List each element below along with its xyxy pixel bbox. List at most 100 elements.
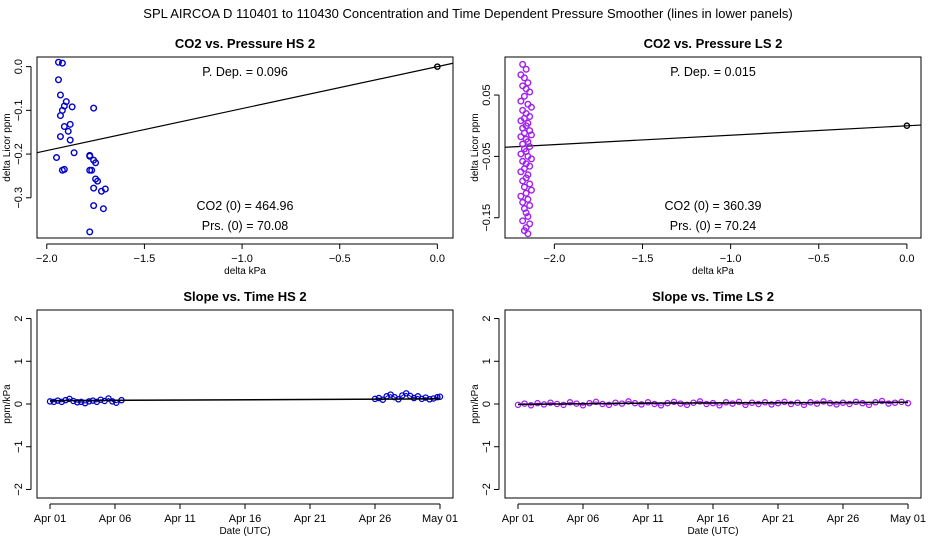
top-left-data-point	[56, 112, 64, 120]
bottom-right-x-tick-label: Apr 21	[762, 513, 794, 525]
top-left-data-point	[68, 103, 76, 111]
bottom-right-data-point	[768, 401, 775, 408]
top-right-y-tick-label: 0.05	[481, 84, 493, 105]
bottom-left-series-line	[49, 397, 122, 404]
bottom-right-data-point	[592, 398, 600, 406]
top-right-x-tick-label: −2.0	[543, 253, 565, 265]
bottom-right-data-point	[579, 402, 587, 409]
top-right-y-tick-label: −0.05	[481, 142, 493, 170]
bottom-left-x-tick-label: May 01	[422, 513, 458, 525]
bottom-left-data-point	[109, 398, 116, 405]
bottom-right-smoother-line	[517, 401, 909, 406]
bottom-right-data-point	[534, 399, 541, 407]
bottom-left-data-point	[434, 393, 441, 401]
top-left-data-point	[70, 149, 78, 157]
top-right-anchor-point	[903, 122, 911, 130]
top-left-y-tick-label: −0.2	[13, 143, 25, 165]
top-right-data-point	[526, 180, 534, 188]
bottom-right-data-point	[670, 398, 678, 406]
bottom-right-data-point	[560, 401, 567, 409]
top-left-x-tick-label: 0.0	[430, 253, 445, 265]
top-right-data-point	[527, 131, 535, 139]
bottom-right-data-point	[547, 399, 554, 406]
bottom-right-data-point	[644, 399, 652, 406]
top-right-x-tick-label: −1.0	[720, 253, 742, 265]
bottom-left-x-tick-label: Apr 06	[99, 513, 131, 525]
top-right-data-point	[519, 198, 527, 206]
top-right-data-point	[517, 150, 525, 158]
top-right-data-point	[524, 230, 532, 238]
top-right-data-point	[524, 213, 532, 221]
top-left-data-point	[86, 152, 94, 160]
bottom-right-x-tick-label: Apr 06	[567, 513, 599, 525]
top-left-data-point	[66, 120, 74, 128]
bottom-right-data-point	[878, 397, 886, 405]
top-left-data-point	[86, 228, 94, 236]
bottom-right-plot-frame	[504, 309, 922, 499]
bottom-left-x-tick-label: Apr 26	[359, 513, 391, 525]
top-left-x-tick-label: −1.0	[231, 253, 253, 265]
top-left-co2-0-label: CO2 (0) = 464.96	[197, 199, 294, 213]
top-right-data-point	[522, 65, 530, 73]
bottom-right-data-point	[638, 401, 645, 408]
bottom-left-y-axis-label: ppm/kPa	[2, 384, 13, 424]
top-left-p-dep-label: P. Dep. = 0.096	[202, 65, 288, 79]
top-left-data-point	[58, 59, 66, 67]
top-right-y-tick-label: −0.15	[481, 204, 493, 232]
bottom-left-title: Slope vs. Time HS 2	[183, 289, 306, 304]
top-right-data-point	[524, 195, 532, 203]
bottom-right-x-tick-label: Apr 01	[502, 513, 534, 525]
bottom-right-x-axis-label: Date (UTC)	[687, 526, 738, 537]
top-right-data-point	[520, 129, 528, 137]
bottom-left-y-tick-label: 1	[13, 358, 25, 364]
top-right-x-tick-label: −0.5	[808, 253, 830, 265]
top-left-data-point	[90, 184, 98, 192]
bottom-right-data-point	[781, 398, 788, 406]
bottom-right-x-tick-label: Apr 11	[632, 513, 664, 525]
top-left-data-point	[92, 159, 100, 167]
bottom-left-x-axis-label: Date (UTC)	[219, 526, 270, 537]
top-right-data-point	[524, 79, 532, 87]
top-left-x-tick-label: −1.5	[134, 253, 156, 265]
bottom-right-data-point	[605, 401, 613, 409]
top-right-y-axis-label: delta Licor ppm	[470, 113, 481, 181]
top-right-x-tick-label: −1.5	[632, 253, 654, 265]
top-right-data-point	[522, 189, 530, 197]
bottom-right-data-point	[651, 400, 658, 408]
bottom-left-y-tick-label: 0	[13, 401, 25, 407]
bottom-left-x-tick-label: Apr 01	[34, 513, 66, 525]
top-left-x-tick-label: −2.0	[36, 253, 58, 265]
bottom-left-data-point	[50, 398, 58, 406]
top-right-prs-0-label: Prs. (0) = 70.24	[670, 219, 757, 233]
bottom-right-data-point	[527, 402, 535, 409]
bottom-left-data-point	[46, 398, 54, 405]
bottom-right-title: Slope vs. Time LS 2	[652, 289, 774, 304]
top-left-data-point	[60, 165, 68, 173]
bottom-right-x-tick-label: May 01	[890, 513, 926, 525]
top-left-data-point	[90, 202, 98, 210]
top-left-data-point	[53, 154, 61, 162]
bottom-left-data-point	[74, 399, 81, 406]
bottom-right-y-tick-label: −2	[481, 483, 493, 496]
bottom-right-data-point	[566, 399, 574, 406]
bottom-right-y-axis-label: ppm/kPa	[470, 384, 481, 424]
bottom-right-data-point	[696, 398, 704, 405]
top-right-plot-frame	[504, 56, 922, 239]
top-left-y-axis-label: delta Licor ppm	[2, 113, 13, 181]
bottom-right-data-point	[904, 399, 912, 407]
top-right-co2-0-label: CO2 (0) = 360.39	[665, 199, 762, 213]
top-right-data-point	[526, 201, 534, 209]
bottom-left-data-point	[85, 398, 93, 405]
top-left-fit-line	[36, 62, 454, 154]
top-left-data-point	[86, 166, 94, 174]
top-right-x-axis-label: delta kPa	[692, 266, 734, 277]
bottom-right-data-point	[820, 398, 827, 405]
bottom-right-data-point	[846, 400, 853, 408]
top-right-x-tick-label: 0.0	[899, 253, 914, 265]
bottom-left-x-tick-label: Apr 21	[294, 513, 326, 525]
top-left-data-point	[90, 104, 98, 112]
top-right-data-point	[526, 88, 534, 96]
bottom-left-y-tick-label: −1	[13, 440, 25, 453]
top-right-data-point	[520, 92, 528, 100]
